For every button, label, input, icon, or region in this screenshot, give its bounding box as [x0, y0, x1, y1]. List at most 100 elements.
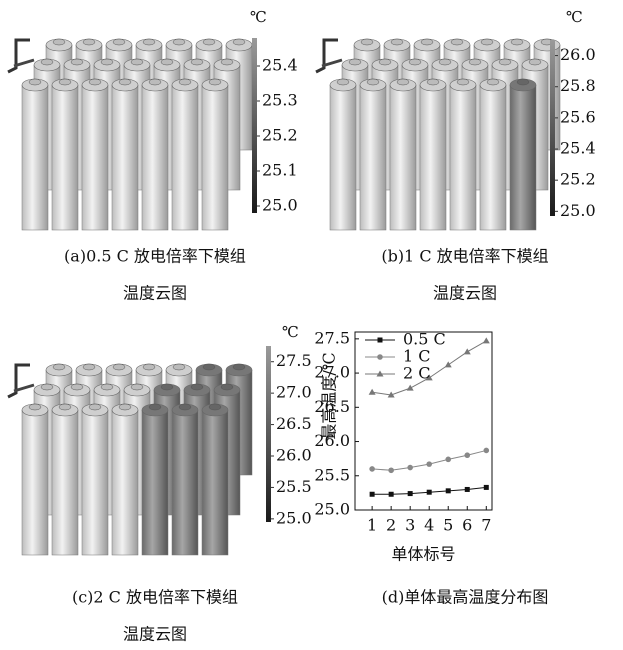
cell-cap [427, 79, 439, 85]
marker [377, 354, 383, 360]
cell-cap [41, 59, 53, 65]
colorbar [252, 38, 257, 213]
cell-body [142, 410, 168, 555]
cell-cap [221, 59, 233, 65]
marker [369, 466, 375, 472]
marker [483, 337, 490, 343]
cell-cap [517, 79, 529, 85]
cell-cap [89, 404, 101, 410]
colorbar-tick-label: 25.8 [560, 76, 596, 95]
cell-cap [349, 59, 361, 65]
marker [464, 348, 471, 354]
colorbar-tick-label: 25.0 [262, 196, 298, 215]
cell-cap [179, 79, 191, 85]
cell-cap [379, 59, 391, 65]
cell-cap [337, 79, 349, 85]
cell-cap [119, 79, 131, 85]
cell-cap [131, 384, 143, 390]
marker [407, 385, 414, 391]
colorbar-tick-label: 25.0 [276, 508, 312, 527]
cell-cap [53, 39, 65, 45]
cell-cap [83, 39, 95, 45]
marker [483, 448, 489, 454]
cell-cap [481, 39, 493, 45]
cell-cap [191, 59, 203, 65]
marker [446, 488, 451, 493]
x-tick-label: 2 [386, 516, 396, 535]
cell-cap [361, 39, 373, 45]
marker [388, 467, 394, 473]
cell-cap [391, 39, 403, 45]
colorbar-tick-label: 25.2 [262, 126, 298, 145]
y-tick-label: 25.5 [314, 465, 350, 484]
marker [389, 492, 394, 497]
cell-cap [409, 59, 421, 65]
cell-cap [173, 39, 185, 45]
cell-cap [53, 364, 65, 370]
caption: 温度云图 [433, 284, 497, 303]
cell-body [480, 85, 506, 230]
cell-cap [101, 59, 113, 65]
caption: (b)1 C 放电倍率下模组 [381, 247, 548, 266]
cell-body [390, 85, 416, 230]
cell-cap [457, 79, 469, 85]
cell-cap [29, 79, 41, 85]
cell-cap [113, 364, 125, 370]
cell-cap [499, 59, 511, 65]
colorbar-unit: ℃ [566, 8, 583, 26]
marker [426, 461, 432, 467]
x-tick-label: 3 [405, 516, 415, 535]
cell-cap [161, 59, 173, 65]
cell-cap [113, 39, 125, 45]
marker [370, 492, 375, 497]
cell-cap [71, 384, 83, 390]
marker [369, 389, 376, 395]
colorbar-tick-label: 25.5 [276, 477, 312, 496]
cell-body [202, 410, 228, 555]
cell-body [22, 410, 48, 555]
cell-cap [233, 39, 245, 45]
cell-body [52, 410, 78, 555]
cell-cap [59, 404, 71, 410]
cell-cap [131, 59, 143, 65]
cell-cap [83, 364, 95, 370]
cell-body [82, 85, 108, 230]
cell-body [420, 85, 446, 230]
cell-cap [161, 384, 173, 390]
cell-body [22, 85, 48, 230]
y-tick-label: 27.5 [314, 328, 350, 347]
cell-body [142, 85, 168, 230]
tab [316, 40, 338, 72]
cell-body [112, 410, 138, 555]
caption: (d)单体最高温度分布图 [382, 588, 549, 607]
cell-body [360, 85, 386, 230]
figure: ℃25.025.125.225.325.4(a)0.5 C 放电倍率下模组温度云… [0, 0, 623, 650]
cell-cap [71, 59, 83, 65]
cell-cap [209, 79, 221, 85]
marker [378, 338, 383, 343]
cell-cap [529, 59, 541, 65]
cell-cap [439, 59, 451, 65]
x-axis-label: 单体标号 [391, 545, 455, 564]
battery-module [8, 364, 252, 555]
caption: 温度云图 [123, 625, 187, 644]
cell-body [450, 85, 476, 230]
cell-cap [451, 39, 463, 45]
cell-cap [233, 364, 245, 370]
marker [427, 490, 432, 495]
colorbar-tick-label: 25.4 [560, 139, 596, 158]
cell-cap [221, 384, 233, 390]
colorbar [550, 40, 555, 216]
cell-cap [143, 39, 155, 45]
legend-label: 2 C [403, 364, 431, 383]
marker [465, 487, 470, 492]
cell-cap [209, 404, 221, 410]
marker [484, 485, 489, 490]
x-tick-label: 6 [462, 516, 472, 535]
colorbar-tick-label: 25.1 [262, 161, 298, 180]
colorbar-tick-label: 26.0 [560, 45, 596, 64]
marker [445, 457, 451, 463]
battery-module [316, 39, 560, 230]
colorbar-tick-label: 25.3 [262, 91, 298, 110]
marker [445, 361, 452, 367]
